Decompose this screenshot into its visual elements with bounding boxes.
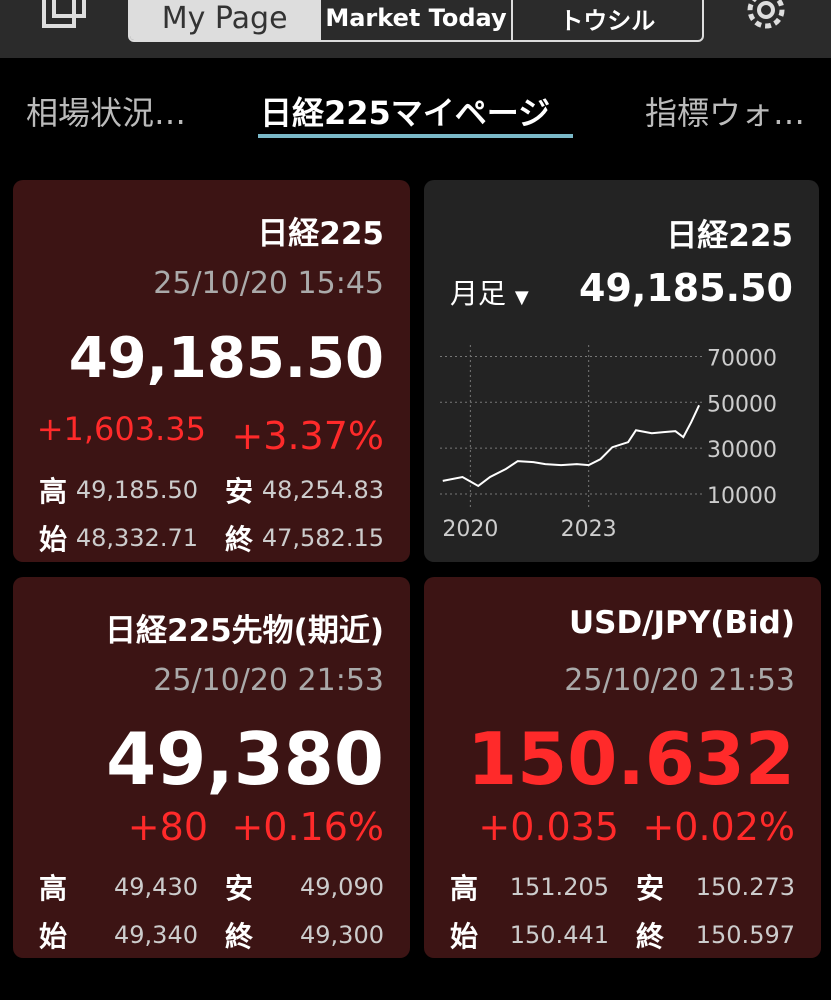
change: +80 [127,805,208,849]
chart-card-title: 日経225 [666,218,793,254]
active-tab-underline [258,134,573,138]
stat-label: 終 [636,920,665,953]
quote-card[interactable]: 日経225 25/10/20 15:45 49,185.50 +3.37% +1,603… [13,180,410,562]
period-label: 月足 [450,277,507,310]
stat-label: 高 [39,475,68,508]
change: +0.035 [478,805,619,849]
top-bar: My Page Market Today トウシル [0,0,831,58]
price: 49,380 [106,717,384,801]
stat-value: 150.441 [509,921,609,949]
stat-value: 48,254.83 [261,476,384,504]
stat-label: 安 [636,872,665,905]
stat-label: 終 [225,920,254,953]
stat-value: 49,090 [300,873,384,901]
change: +1,603.35 [36,410,206,448]
settings-icon[interactable] [740,0,792,40]
stat-value: 151.205 [509,873,609,901]
tab[interactable]: My Page [130,0,320,40]
period-selector[interactable]: 月足 ▼ [450,277,529,310]
card-title: 日経225 [257,216,384,252]
tab[interactable]: トウシル [510,0,702,40]
stat-value: 49,300 [300,921,384,949]
subtab[interactable]: 相場状況… [26,94,187,132]
tab[interactable]: Market Today [319,0,510,40]
stat-value: 49,430 [114,873,198,901]
card-title: 日経225先物(期近) [104,613,384,649]
stat-value: 150.597 [695,921,795,949]
chart-card-price: 49,185.50 [579,266,793,310]
stat-label: 始 [39,523,68,556]
stat-label: 終 [225,523,254,556]
stat-label: 高 [39,872,68,905]
card-title: USD/JPY(Bid) [568,605,795,641]
segmented-control: My Page Market Today トウシル [128,0,704,42]
change-pct: +0.16% [231,805,384,849]
quote-card[interactable]: USD/JPY(Bid) 25/10/20 21:53 150.632 +0.02% +… [424,577,821,958]
stat-label: 高 [450,872,479,905]
stat-value: 150.273 [695,873,795,901]
quote-card[interactable]: 日経225先物(期近) 25/10/20 21:53 49,380 +0.16% +80… [13,577,410,958]
timestamp: 25/10/20 21:53 [564,663,795,698]
stat-label: 安 [225,872,254,905]
subtab[interactable]: 日経225マイページ [260,94,551,132]
chart-card[interactable]: 日経225 月足 ▼ 49,185.50 [424,180,819,562]
stat-value: 49,185.50 [75,476,198,504]
timestamp: 25/10/20 21:53 [153,663,384,698]
copy-icon[interactable] [38,0,90,34]
change-pct: +0.02% [642,805,795,849]
stat-label: 安 [225,475,254,508]
stat-label: 始 [39,920,68,953]
stat-value: 49,340 [114,921,198,949]
price: 49,185.50 [68,326,384,391]
stat-label: 始 [450,920,479,953]
timestamp: 25/10/20 15:45 [153,266,384,301]
subtab[interactable]: 指標ウォ… [644,94,805,132]
price: 150.632 [467,717,795,801]
stat-value: 47,582.15 [261,524,384,552]
stat-value: 48,332.71 [75,524,198,552]
change-pct: +3.37% [231,414,384,458]
